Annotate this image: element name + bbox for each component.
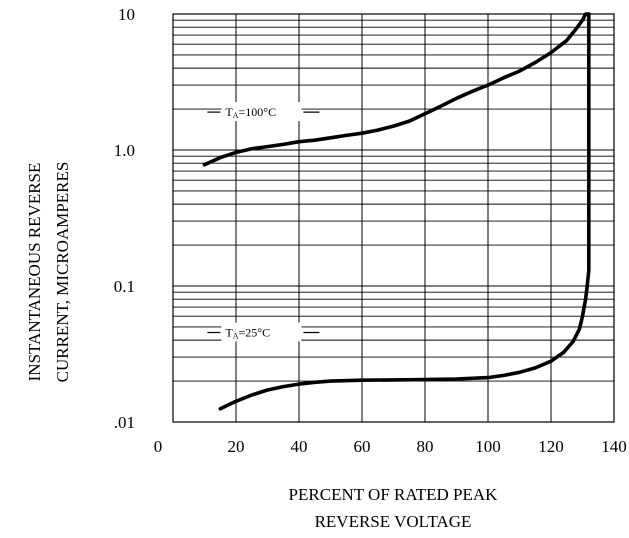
x-axis-title-line-2: REVERSE VOLTAGE <box>315 512 472 531</box>
x-tick-label: 140 <box>601 437 627 456</box>
x-tick-label: 120 <box>538 437 564 456</box>
x-tick-label: 0 <box>154 437 163 456</box>
y-axis-title-line-1: INSTANTANEOUS REVERSE <box>25 163 44 382</box>
y-tick-label: .01 <box>114 413 135 432</box>
annotation-background <box>221 322 302 342</box>
y-tick-labels: 10 1.0 0.1 .01 <box>114 5 135 432</box>
y-tick-label: 10 <box>118 5 135 24</box>
y-tick-label: 1.0 <box>114 141 135 160</box>
x-axis-title-line-1: PERCENT OF RATED PEAK <box>289 485 499 504</box>
curve-series-2 <box>218 12 591 411</box>
curves <box>202 12 591 411</box>
x-tick-label: 80 <box>417 437 434 456</box>
curve-annotation-2: TA=25°C <box>225 326 270 341</box>
y-tick-label: 0.1 <box>114 277 135 296</box>
curve-annotations: TA=100°C TA=25°C <box>207 102 320 342</box>
curve-annotation-1: TA=100°C <box>225 105 276 120</box>
x-tick-label: 40 <box>291 437 308 456</box>
x-tick-labels: 0 20 40 60 80 100 120 140 <box>154 437 627 456</box>
annotation-background <box>221 102 302 122</box>
x-tick-label: 20 <box>228 437 245 456</box>
grid <box>173 14 614 422</box>
y-axis-title-line-2: CURRENT, MICROAMPERES <box>53 162 72 383</box>
curve-series-1 <box>202 12 591 167</box>
x-tick-label: 100 <box>475 437 501 456</box>
plot-frame <box>172 13 615 423</box>
x-tick-label: 60 <box>354 437 371 456</box>
